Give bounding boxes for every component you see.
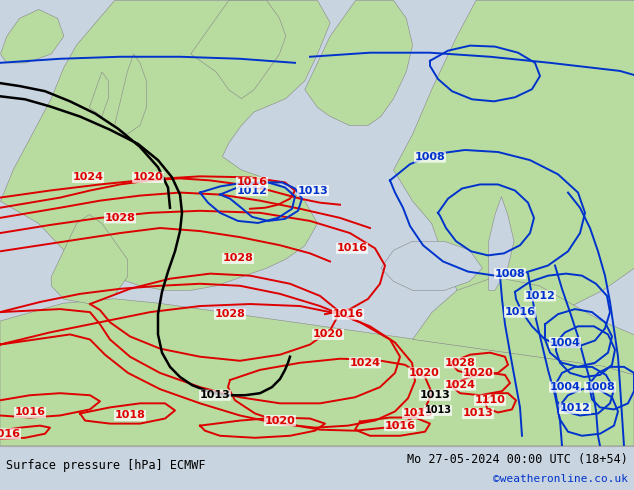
Text: 1110: 1110 bbox=[475, 395, 505, 405]
Text: 1016: 1016 bbox=[0, 429, 20, 439]
Text: 1008: 1008 bbox=[415, 152, 445, 162]
Text: 1028: 1028 bbox=[105, 213, 136, 223]
Text: 1024: 1024 bbox=[349, 358, 380, 368]
Text: 1012: 1012 bbox=[524, 291, 555, 301]
Text: 1004: 1004 bbox=[550, 382, 581, 392]
Text: 1016: 1016 bbox=[384, 420, 415, 431]
Text: 1016: 1016 bbox=[505, 307, 536, 317]
Text: 1020: 1020 bbox=[133, 172, 164, 182]
Text: 1028: 1028 bbox=[223, 253, 254, 264]
Text: 1028: 1028 bbox=[444, 358, 476, 368]
Text: 1013: 1013 bbox=[463, 409, 493, 418]
Text: 1024: 1024 bbox=[72, 172, 103, 182]
Text: 1012: 1012 bbox=[560, 403, 590, 414]
Text: ©weatheronline.co.uk: ©weatheronline.co.uk bbox=[493, 474, 628, 484]
Text: 1013: 1013 bbox=[420, 390, 450, 400]
Text: 1020: 1020 bbox=[409, 368, 439, 378]
Text: 1013: 1013 bbox=[425, 405, 451, 416]
Text: 1012: 1012 bbox=[236, 186, 268, 196]
Text: 1018: 1018 bbox=[115, 411, 145, 420]
Text: 1020: 1020 bbox=[264, 416, 295, 425]
Text: 1016: 1016 bbox=[337, 244, 368, 253]
Text: 1020: 1020 bbox=[463, 368, 493, 378]
Text: Surface pressure [hPa] ECMWF: Surface pressure [hPa] ECMWF bbox=[6, 459, 206, 472]
Text: 1004: 1004 bbox=[550, 338, 581, 347]
Text: 1016: 1016 bbox=[15, 408, 46, 417]
Text: 1028: 1028 bbox=[214, 309, 245, 319]
Text: 1020: 1020 bbox=[313, 329, 344, 340]
Text: 1013: 1013 bbox=[403, 409, 434, 418]
Text: 1016: 1016 bbox=[236, 177, 268, 187]
Text: 1013: 1013 bbox=[200, 390, 230, 400]
Text: 1008: 1008 bbox=[495, 269, 526, 279]
Text: 1016: 1016 bbox=[332, 309, 363, 319]
Text: Mo 27-05-2024 00:00 UTC (18+54): Mo 27-05-2024 00:00 UTC (18+54) bbox=[407, 453, 628, 466]
Text: 1008: 1008 bbox=[585, 382, 616, 392]
Text: 1024: 1024 bbox=[444, 380, 476, 390]
Text: 1013: 1013 bbox=[297, 186, 328, 196]
